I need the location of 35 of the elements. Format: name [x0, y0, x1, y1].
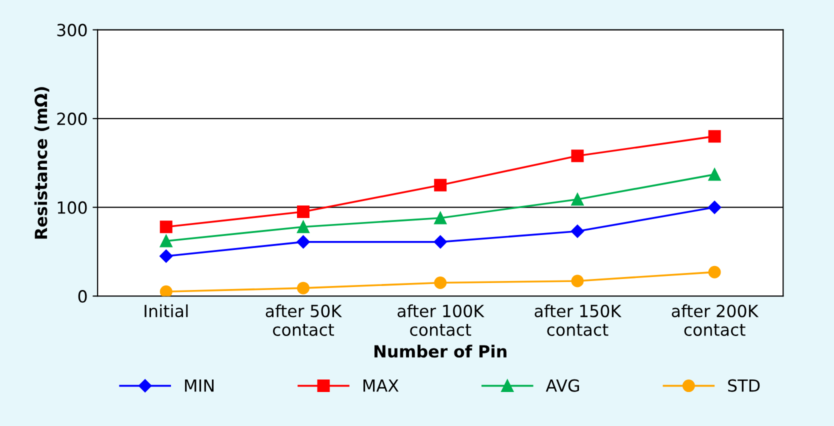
point	[296, 235, 310, 249]
point	[708, 130, 721, 143]
x-tick-label: Initial	[144, 304, 188, 318]
point	[160, 285, 172, 296]
point	[570, 224, 584, 238]
point	[160, 220, 172, 234]
point	[571, 274, 584, 288]
point	[708, 266, 721, 278]
point	[571, 150, 584, 162]
y-tick-label: 100	[58, 201, 87, 214]
legend-label: STD	[728, 379, 760, 392]
point	[160, 250, 173, 263]
x-tick-label: after 200K contact	[672, 304, 759, 336]
point	[571, 193, 584, 206]
legend-label: MIN	[185, 379, 214, 392]
point	[296, 206, 310, 218]
y-tick-label: 300	[57, 24, 87, 36]
legend-label: AVG	[546, 379, 579, 392]
point	[708, 200, 722, 214]
point	[708, 168, 721, 181]
x-tick-label: after 150K contact	[534, 304, 622, 336]
x-tick-label: after 50K contact	[266, 304, 342, 336]
point	[296, 282, 310, 294]
y-tick-label: 0	[78, 290, 87, 303]
x-axis-title: Number of Pin	[374, 344, 506, 358]
y-tick-label: 200	[57, 112, 87, 126]
x-tick-label: after 100K contact	[398, 304, 484, 336]
point	[160, 234, 172, 248]
point	[434, 212, 447, 224]
point	[434, 178, 447, 192]
point	[296, 220, 310, 234]
point	[434, 276, 447, 290]
y-axis-title: Resistance (mΩ)	[34, 87, 50, 239]
point	[434, 235, 447, 249]
legend-label: MAX	[363, 379, 399, 392]
